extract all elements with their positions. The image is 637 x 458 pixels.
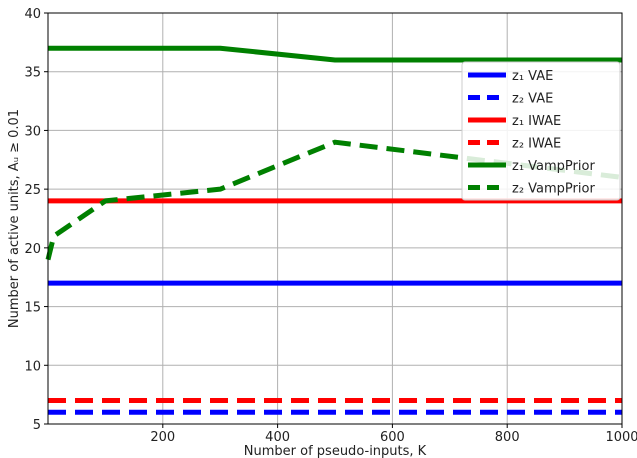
y-tick-label: 15 xyxy=(24,301,41,316)
legend-label-5: z₂ VampPrior xyxy=(512,182,595,197)
legend-label-3: z₂ IWAE xyxy=(512,137,561,152)
legend-label-0: z₁ VAE xyxy=(512,69,553,84)
plot-frame xyxy=(47,12,623,425)
legend-label-1: z₂ VAE xyxy=(512,92,553,107)
series-line-4 xyxy=(48,45,622,63)
y-tick-label: 30 xyxy=(24,124,41,139)
x-tick-label: 400 xyxy=(265,430,290,445)
x-tick-label: 1000 xyxy=(605,430,637,445)
y-axis-label: Number of active units, Aᵤ ≥ 0.01 xyxy=(7,109,22,328)
y-tick-label: 40 xyxy=(24,7,41,22)
y-tick-label: 5 xyxy=(33,418,41,433)
legend-label-4: z₁ VampPrior xyxy=(512,159,595,174)
x-tick-label: 600 xyxy=(380,430,405,445)
y-tick-label: 20 xyxy=(24,242,41,257)
x-tick-label: 800 xyxy=(495,430,520,445)
x-tick-label: 200 xyxy=(150,430,175,445)
legend-label-2: z₁ IWAE xyxy=(512,114,561,129)
series-line-5 xyxy=(45,139,623,261)
y-tick-label: 25 xyxy=(24,183,41,198)
y-tick-label: 35 xyxy=(24,66,41,81)
x-axis-label: Number of pseudo-inputs, K xyxy=(244,444,427,458)
y-tick-label: 10 xyxy=(24,359,41,374)
